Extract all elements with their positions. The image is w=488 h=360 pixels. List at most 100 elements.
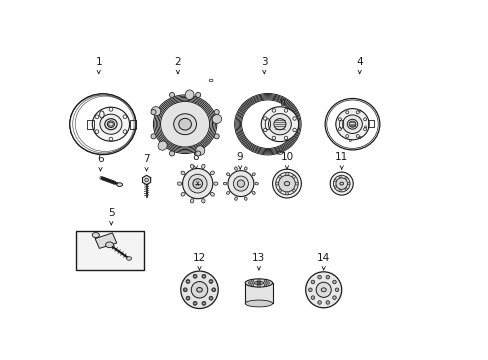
Circle shape (310, 280, 314, 284)
Circle shape (344, 188, 346, 190)
Circle shape (325, 275, 329, 279)
Circle shape (191, 282, 207, 298)
Circle shape (214, 109, 219, 114)
Circle shape (264, 284, 266, 286)
Circle shape (305, 272, 341, 308)
Circle shape (195, 151, 200, 156)
Ellipse shape (335, 109, 368, 140)
Circle shape (202, 275, 204, 278)
Ellipse shape (213, 182, 218, 185)
Ellipse shape (223, 182, 226, 185)
Ellipse shape (181, 193, 184, 196)
Circle shape (333, 185, 336, 188)
Ellipse shape (212, 114, 221, 123)
Ellipse shape (256, 282, 261, 284)
Circle shape (208, 279, 213, 283)
Circle shape (209, 280, 212, 283)
Circle shape (278, 175, 295, 192)
Ellipse shape (196, 288, 202, 292)
Circle shape (151, 134, 156, 139)
Circle shape (202, 274, 205, 278)
Ellipse shape (268, 114, 291, 135)
Text: 10: 10 (280, 152, 293, 162)
Ellipse shape (201, 164, 204, 168)
Circle shape (250, 280, 253, 282)
Text: 5: 5 (108, 208, 114, 218)
Ellipse shape (158, 141, 167, 150)
Circle shape (308, 288, 311, 292)
Circle shape (186, 297, 189, 300)
Ellipse shape (177, 182, 182, 185)
Circle shape (169, 151, 174, 156)
Circle shape (211, 288, 215, 292)
Circle shape (169, 93, 174, 98)
Circle shape (317, 301, 321, 304)
Circle shape (266, 282, 269, 284)
Circle shape (250, 284, 253, 286)
Circle shape (285, 192, 288, 195)
Circle shape (257, 279, 260, 282)
Ellipse shape (226, 192, 229, 194)
Circle shape (183, 289, 186, 291)
Ellipse shape (190, 164, 193, 168)
Text: 1: 1 (95, 57, 102, 67)
Text: 7: 7 (143, 154, 150, 164)
Ellipse shape (105, 242, 113, 248)
Text: 4: 4 (356, 57, 362, 67)
Text: 2: 2 (174, 57, 181, 67)
Circle shape (185, 279, 189, 283)
Circle shape (193, 275, 196, 278)
Ellipse shape (181, 171, 184, 175)
Circle shape (193, 274, 197, 278)
Ellipse shape (117, 183, 122, 186)
Circle shape (338, 176, 341, 178)
Circle shape (248, 282, 250, 284)
Circle shape (317, 275, 321, 279)
Circle shape (181, 271, 218, 309)
Ellipse shape (210, 171, 214, 175)
Ellipse shape (244, 167, 246, 170)
Circle shape (292, 189, 295, 192)
Ellipse shape (104, 119, 117, 130)
Ellipse shape (234, 197, 237, 200)
Ellipse shape (253, 282, 264, 284)
Circle shape (151, 109, 156, 114)
Circle shape (278, 189, 281, 192)
Circle shape (214, 134, 219, 139)
Text: 8: 8 (192, 152, 199, 162)
Circle shape (316, 282, 330, 297)
Text: 14: 14 (316, 253, 330, 263)
Circle shape (193, 301, 197, 305)
Circle shape (202, 302, 204, 305)
Ellipse shape (273, 119, 285, 130)
Ellipse shape (234, 167, 237, 170)
Ellipse shape (195, 146, 204, 155)
Circle shape (264, 280, 266, 282)
Text: 9: 9 (236, 152, 243, 162)
Ellipse shape (252, 192, 255, 194)
Circle shape (275, 172, 298, 195)
Circle shape (332, 280, 336, 284)
Ellipse shape (100, 114, 122, 134)
Polygon shape (142, 175, 150, 185)
Circle shape (208, 296, 213, 300)
Ellipse shape (173, 114, 196, 135)
Circle shape (295, 182, 298, 185)
Text: 3: 3 (261, 57, 267, 67)
Circle shape (186, 280, 189, 283)
Ellipse shape (226, 173, 229, 176)
Ellipse shape (190, 199, 193, 203)
Ellipse shape (244, 300, 272, 307)
Ellipse shape (339, 182, 343, 185)
Circle shape (275, 182, 278, 185)
Circle shape (182, 168, 212, 199)
Text: 11: 11 (334, 152, 347, 162)
Circle shape (347, 183, 349, 185)
Circle shape (278, 175, 281, 178)
Ellipse shape (126, 257, 131, 260)
Circle shape (310, 296, 314, 300)
Circle shape (185, 296, 189, 300)
Ellipse shape (321, 288, 325, 292)
Circle shape (333, 179, 336, 182)
Circle shape (233, 176, 248, 191)
